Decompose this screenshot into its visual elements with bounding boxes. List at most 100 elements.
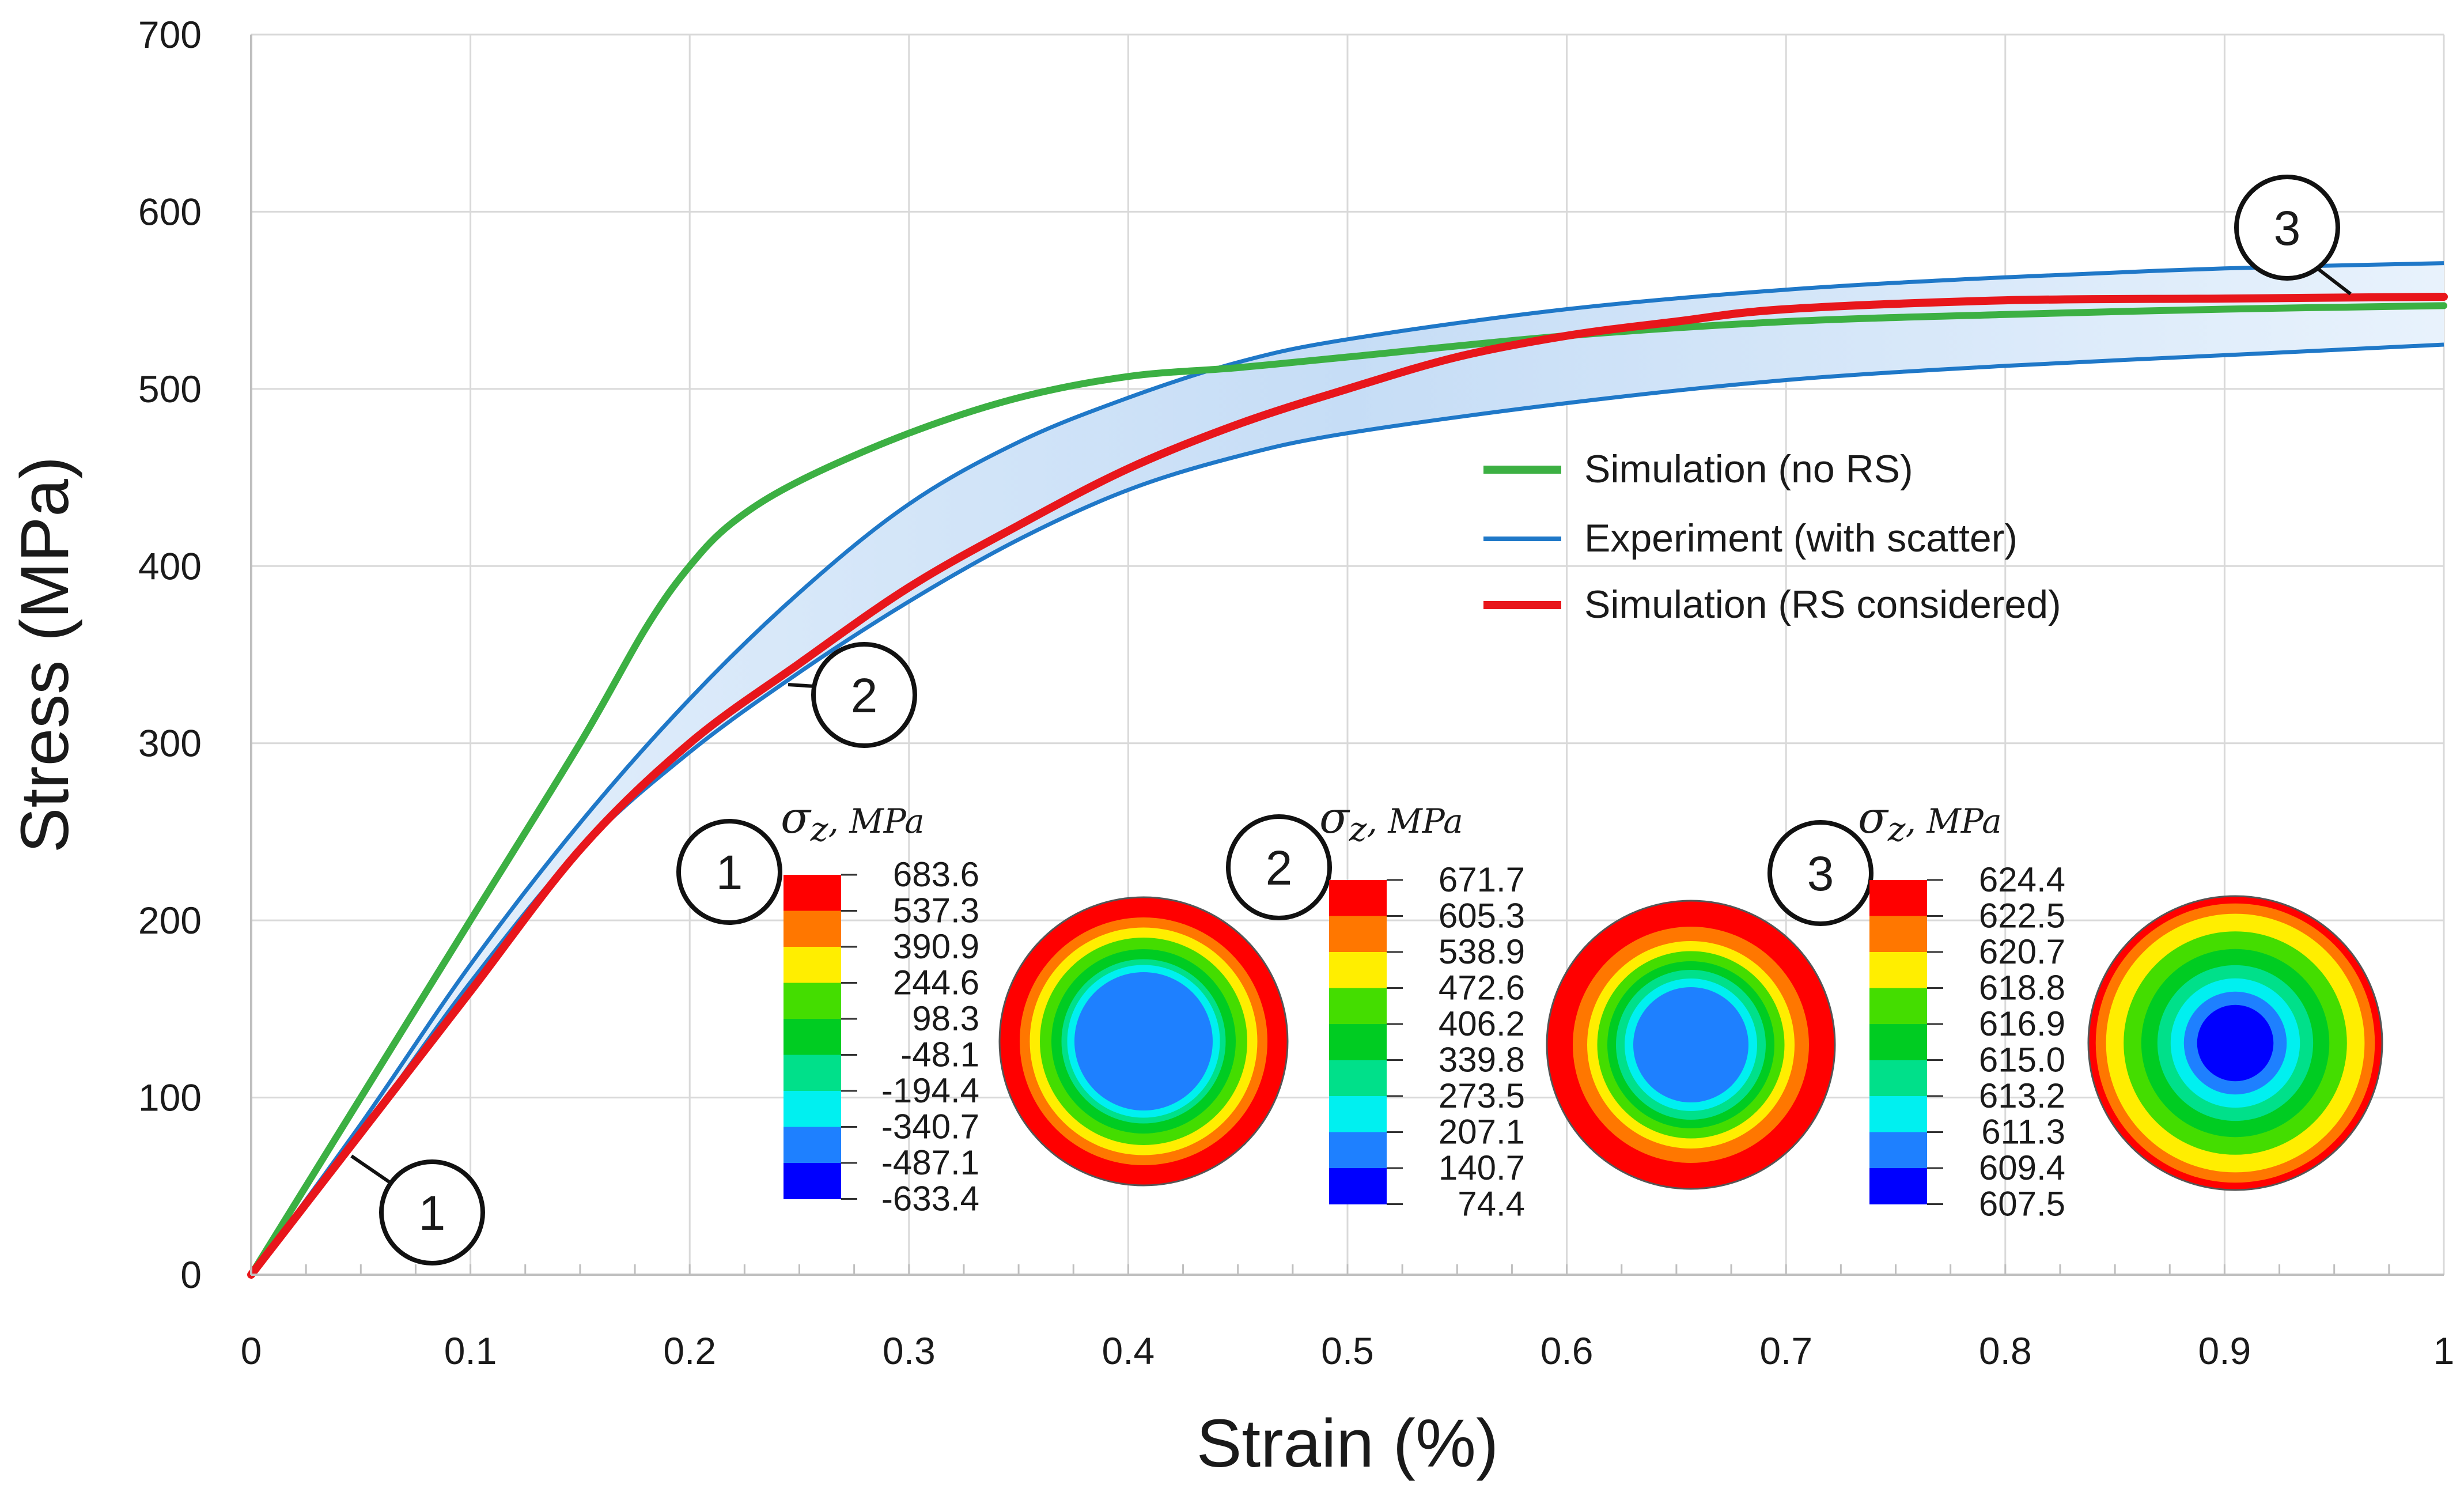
colorbar-level-label: -633.4 — [881, 1180, 979, 1218]
y-tick-label: 600 — [138, 190, 202, 233]
colorbar-cell — [784, 1127, 841, 1163]
colorbar-cell — [784, 983, 841, 1019]
colorbar-level-label: 616.9 — [1979, 1004, 2065, 1043]
colorbar-level-label: 609.4 — [1979, 1149, 2065, 1187]
colorbar-cell — [1329, 1024, 1387, 1060]
x-tick-label: 0.5 — [1321, 1329, 1374, 1372]
x-tick-label: 1 — [2433, 1329, 2455, 1372]
callout-1: 1 — [350, 1154, 485, 1265]
colorbar-level-label: 605.3 — [1439, 897, 1525, 935]
colorbar-level-label: -48.1 — [900, 1036, 979, 1074]
contour-ring — [2197, 1004, 2274, 1082]
colorbar-cell — [1329, 880, 1387, 916]
colorbar-cell — [1329, 1060, 1387, 1097]
colorbar-level-label: 390.9 — [893, 927, 979, 966]
contour-callout-circle — [1226, 814, 1332, 920]
axes-layer: 0 0.1 0.2 0.3 0.4 0.5 0.6 0.7 0.8 0.9 1 0 100 200 300 4… — [7, 13, 2454, 1482]
x-tick-label: 0.7 — [1759, 1329, 1812, 1372]
x-tick-label: 0.9 — [2198, 1329, 2251, 1372]
contour-callout-label: 1 — [716, 845, 743, 900]
callout-label: 1 — [419, 1186, 446, 1240]
colorbar-level-label: 406.2 — [1439, 1004, 1525, 1043]
x-axis-title: Strain (%) — [1197, 1406, 1499, 1482]
colorbar-cell — [784, 911, 841, 947]
callout-circle — [2234, 175, 2340, 281]
x-tick-label: 0.4 — [1102, 1329, 1155, 1372]
colorbar-cell — [1869, 1132, 1927, 1169]
colorbar-level-label: 671.7 — [1439, 860, 1525, 899]
colorbar-level-label: 607.5 — [1979, 1185, 2065, 1223]
colorbar-level-label: 613.2 — [1979, 1076, 2065, 1115]
x-tick-label: 0 — [241, 1329, 262, 1372]
colorbar-cell — [1329, 916, 1387, 953]
colorbar-level-label: 244.6 — [893, 964, 979, 1002]
y-tick-label: 100 — [138, 1076, 202, 1119]
colorbar-cell — [1329, 1096, 1387, 1132]
colorbar-level-label: 472.6 — [1439, 969, 1525, 1007]
y-tick-label: 300 — [138, 722, 202, 765]
colorbar-cell — [1869, 916, 1927, 953]
colorbar-level-label: 622.5 — [1979, 897, 2065, 935]
y-tick-label: 200 — [138, 899, 202, 942]
legend-item: Simulation (RS considered) — [1483, 583, 2061, 626]
colorbar-level-label: 273.5 — [1439, 1076, 1525, 1115]
colorbar-cell — [1869, 1168, 1927, 1204]
colorbar-cell — [1869, 1060, 1927, 1097]
colorbar-level-label: 140.7 — [1439, 1149, 1525, 1187]
colorbar-level-label: 683.6 — [893, 855, 979, 894]
legend-label: Simulation (no RS) — [1584, 447, 1913, 491]
colorbar-cell — [1869, 1096, 1927, 1132]
colorbar-level-label: 339.8 — [1439, 1041, 1525, 1079]
colorbar-level-label: -340.7 — [881, 1108, 979, 1146]
callout-label: 3 — [2274, 201, 2301, 255]
colorbar-level-label: 207.1 — [1439, 1113, 1525, 1151]
x-tick-label: 0.3 — [883, 1329, 936, 1372]
contour-panel-2: 2 σz, MPa 671.7605.3538.9472.6406.2339.827… — [1226, 792, 1836, 1223]
colorbar-level-label: -487.1 — [881, 1143, 979, 1182]
x-tick-label: 0.1 — [444, 1329, 497, 1372]
contour-layer: 1 σz, MPa 683.6537.3390.9244.698.3-48.1-19… — [676, 792, 2383, 1223]
colorbar-cell — [1869, 952, 1927, 988]
y-tick-label: 500 — [138, 368, 202, 410]
callout-label: 2 — [851, 668, 878, 723]
colorbar-cell — [1329, 988, 1387, 1025]
callout-circle — [379, 1159, 485, 1265]
contour-callout-circle — [676, 819, 782, 925]
legend-item: Simulation (no RS) — [1483, 447, 1913, 491]
x-tick-label: 0.2 — [663, 1329, 716, 1372]
colorbar-cell — [1329, 952, 1387, 988]
legend-label: Experiment (with scatter) — [1584, 516, 2018, 560]
colorbar-cell — [784, 947, 841, 983]
colorbar-cell — [784, 1163, 841, 1199]
colorbar-cell — [784, 1055, 841, 1091]
contour-ring — [1633, 987, 1748, 1102]
simulation-no-rs-line — [248, 302, 2447, 1278]
y-axis-title: Stress (MPa) — [7, 456, 83, 853]
callout-leader — [350, 1154, 393, 1185]
callout-circle — [811, 642, 917, 748]
contour-panel-3: 3σz, MPa624.4622.5620.7618.8616.9615.061… — [1767, 792, 2383, 1223]
colorbar-level-label: 618.8 — [1979, 969, 2065, 1007]
colorbar-title: σz, MPa — [1858, 792, 2002, 849]
colorbar-level-label: 74.4 — [1458, 1185, 1525, 1223]
simulation-rs-line — [247, 293, 2448, 1279]
colorbar-title: σz, MPa — [1319, 792, 1463, 849]
callout-2: 2 — [788, 642, 917, 748]
colorbar-level-label: 620.7 — [1979, 932, 2065, 971]
y-tick-label: 700 — [138, 13, 202, 56]
colorbar-level-label: 611.3 — [1981, 1113, 2065, 1151]
colorbar-cell — [1869, 1024, 1927, 1060]
callout-layer: 1 2 3 — [350, 175, 2352, 1265]
x-tick-label: 0.6 — [1541, 1329, 1594, 1372]
colorbar-cell — [784, 1091, 841, 1127]
colorbar-cell — [1329, 1168, 1387, 1204]
series-layer — [247, 261, 2448, 1279]
experiment-upper-line — [249, 261, 2444, 1276]
colorbar-level-label: 538.9 — [1439, 932, 1525, 971]
colorbar-level-label: 615.0 — [1979, 1041, 2065, 1079]
contour-panel-1: 1 σz, MPa 683.6537.3390.9244.698.3-48.1-19… — [676, 792, 1289, 1218]
contour-ring — [1074, 972, 1213, 1110]
colorbar-level-label: 537.3 — [893, 891, 979, 930]
callout-leader — [788, 683, 816, 688]
